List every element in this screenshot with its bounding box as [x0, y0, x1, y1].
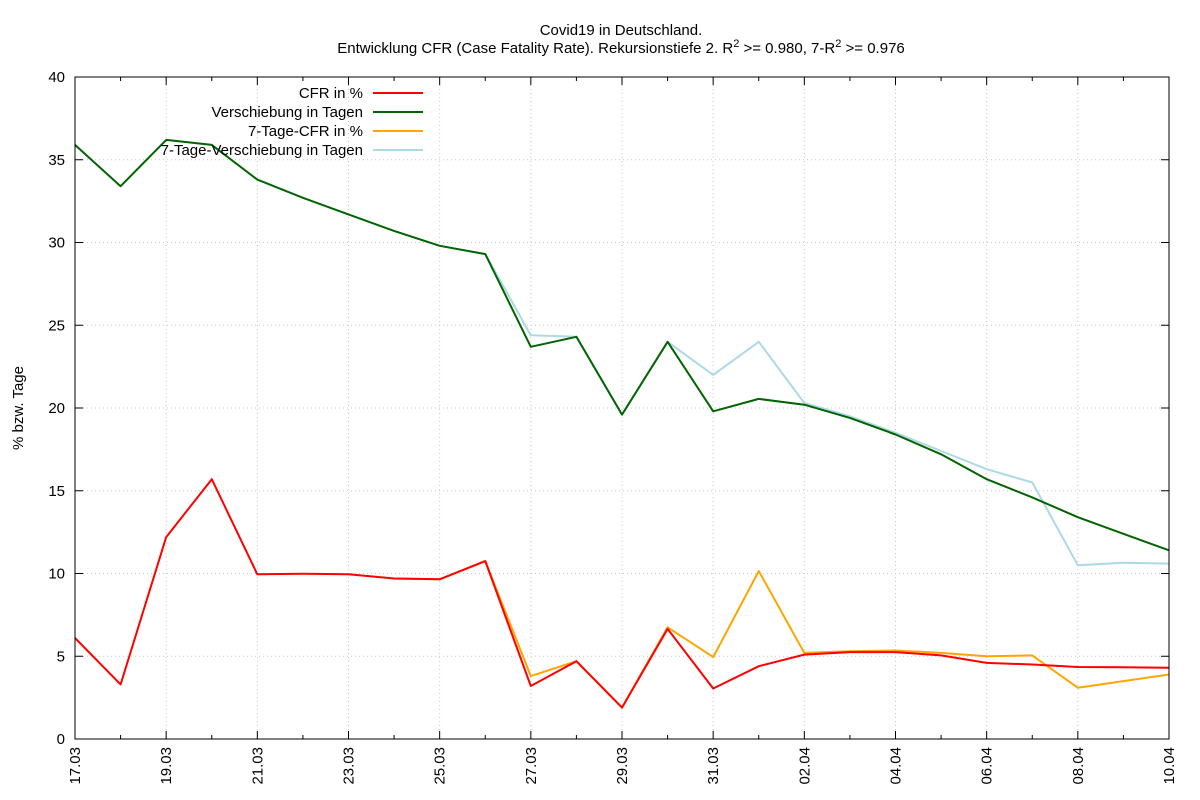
series-group	[74, 138, 1170, 709]
chart-title: Covid19 in Deutschland.	[540, 22, 703, 39]
y-axis-label: % bzw. Tage	[10, 366, 27, 450]
legend-label: CFR in %	[299, 85, 363, 102]
series-line-7-tage-cfr-in	[394, 560, 1170, 709]
x-tick-label: 08.04	[1070, 747, 1087, 785]
x-tick-label: 27.03	[523, 747, 540, 785]
x-tick-label: 02.04	[796, 747, 813, 785]
y-tick-label: 35	[48, 152, 65, 169]
legend-label: Verschiebung in Tagen	[211, 104, 363, 121]
y-tick-label: 0	[57, 731, 65, 748]
legend-label: 7-Tage-Verschiebung in Tagen	[161, 142, 363, 159]
y-tick-label: 30	[48, 235, 65, 252]
series-line-cfr-in	[74, 478, 1170, 709]
x-tick-label: 19.03	[158, 747, 175, 785]
grid	[75, 77, 1169, 739]
axis-ticks: 0 5 10 15 20 25 30 35 40 17.03 19.03 21.03 23.03 25.0…	[48, 69, 1178, 785]
x-tick-label: 04.04	[888, 747, 905, 785]
x-tick-label: 10.04	[1161, 747, 1178, 785]
x-tick-label: 23.03	[341, 747, 358, 785]
y-tick-label: 20	[48, 400, 65, 417]
chart-subtitle: Entwicklung CFR (Case Fatality Rate). Re…	[337, 38, 905, 57]
y-tick-label: 40	[48, 69, 65, 86]
legend-label: 7-Tage-CFR in %	[248, 123, 363, 140]
y-tick-label: 10	[48, 566, 65, 583]
x-tick-label: 31.03	[705, 747, 722, 785]
y-tick-label: 25	[48, 317, 65, 334]
x-tick-label: 17.03	[67, 747, 84, 785]
series-line-verschiebung-in-tagen	[74, 138, 1170, 552]
y-tick-label: 5	[57, 648, 65, 665]
legend: CFR in % Verschiebung in Tagen 7-Tage-CFR …	[161, 85, 423, 159]
x-tick-label: 06.04	[979, 747, 996, 785]
x-tick-label: 21.03	[249, 747, 266, 785]
y-tick-label: 15	[48, 483, 65, 500]
x-tick-label: 29.03	[614, 747, 631, 785]
x-tick-label: 25.03	[432, 747, 449, 785]
series-line-7-tage-verschiebung-in-tagen	[393, 229, 1170, 567]
